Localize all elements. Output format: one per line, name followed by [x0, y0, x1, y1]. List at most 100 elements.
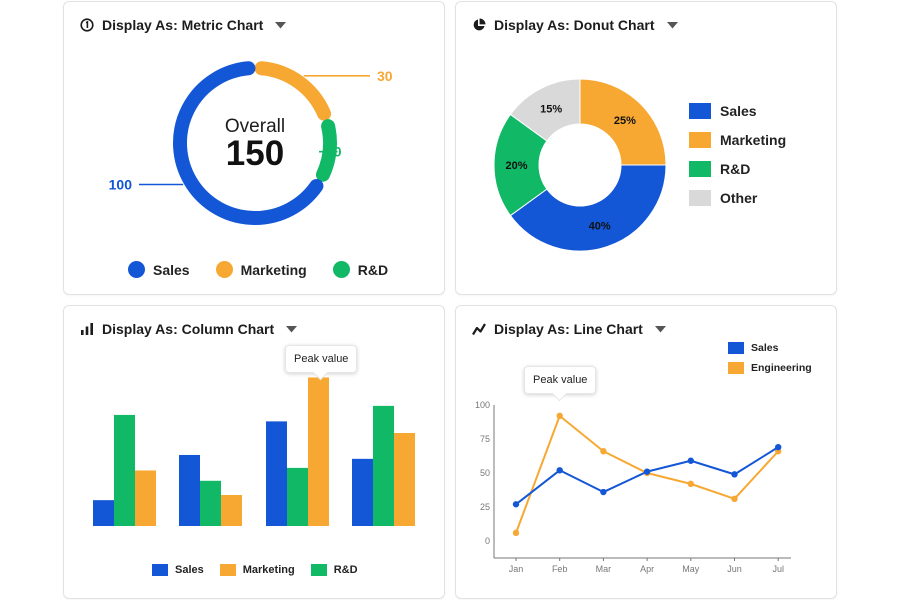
x-tick-label: Apr [640, 564, 654, 574]
x-tick-label: Jul [772, 564, 784, 574]
donut-chart-card: Display As: Donut Chart 25% 40% 20% 15% Sal… [455, 1, 837, 295]
line-point-sales [512, 501, 520, 508]
y-tick-label: 100 [475, 400, 490, 410]
chevron-down-icon [286, 325, 298, 332]
column-bar-sales-1 [93, 500, 114, 526]
column-bar-marketing-2 [221, 495, 242, 526]
legend-label-sales: Sales [751, 342, 779, 354]
x-tick-label: Jan [509, 564, 524, 574]
column-chart-card: Display As: Column Chart Peak value Sale… [63, 305, 445, 599]
sales-swatch [128, 261, 145, 278]
donut-chart-selector[interactable]: Display As: Donut Chart [472, 15, 678, 35]
chevron-down-icon [275, 21, 287, 28]
metric-center-label: Overall [225, 116, 285, 137]
line-point-sales [731, 471, 738, 478]
column-bar-marketing-3 [308, 377, 329, 526]
legend-item-rnd: R&D [310, 564, 358, 576]
column-bar-rnd-1 [114, 414, 135, 526]
line-point-engineering [600, 448, 607, 455]
x-tick-label: Jun [727, 564, 742, 574]
line-point-sales [643, 468, 651, 475]
line-point-sales [687, 457, 694, 464]
metric-arc-sales [173, 61, 324, 225]
donut-label-rnd: 20% [505, 160, 527, 172]
donut-label-sales: 40% [589, 220, 611, 232]
metric-icon [80, 18, 94, 32]
legend-item-marketing: Marketing [219, 564, 295, 576]
legend-label-other: Other [720, 190, 758, 206]
legend-item-rnd: R&D [332, 261, 389, 278]
marketing-swatch [689, 132, 711, 148]
legend-item-marketing: Marketing [215, 261, 307, 278]
donut-label-other: 15% [540, 103, 562, 115]
metric-arc-rnd [315, 119, 337, 182]
legend-item-sales: Sales [728, 342, 812, 354]
column-icon [81, 323, 93, 335]
metric-chart-title: Display As: Metric Chart [102, 17, 264, 33]
metric-arc-marketing [254, 61, 332, 121]
line-point-sales [556, 467, 563, 474]
y-tick-label: 50 [480, 468, 490, 478]
line-chart: 0 25 50 75 100 Jan Feb Mar Apr May Jun Jul [475, 400, 791, 574]
line-point-engineering [556, 412, 563, 420]
engineering-swatch [728, 362, 744, 374]
column-bar-rnd-4 [373, 405, 394, 526]
legend-item-sales: Sales [128, 261, 190, 278]
marketing-swatch [215, 261, 233, 278]
donut-icon [473, 18, 486, 31]
line-point-sales [600, 488, 607, 496]
column-bar-rnd-2 [200, 480, 221, 526]
legend-label-rnd: R&D [720, 161, 751, 177]
line-chart-card: Display As: Line Chart 0 25 50 75 100 Jan Feb M… [455, 305, 837, 599]
legend-label-marketing: Marketing [242, 564, 295, 576]
donut-slice-sales [509, 164, 667, 252]
column-bar-sales-2 [179, 454, 200, 526]
legend-label-sales: Sales [175, 564, 204, 576]
donut-slice-other [509, 78, 581, 142]
column-bar-marketing-4 [394, 433, 415, 526]
column-chart-selector[interactable]: Display As: Column Chart [80, 319, 298, 339]
donut-label-marketing: 25% [614, 115, 636, 127]
legend-label-rnd: R&D [333, 564, 358, 576]
x-tick-label: Feb [552, 564, 568, 574]
donut-chart-title: Display As: Donut Chart [494, 17, 655, 33]
other-swatch [689, 190, 711, 206]
legend-label-marketing: Marketing [240, 261, 307, 278]
sales-swatch [152, 564, 168, 576]
column-chart [93, 377, 415, 526]
column-bar-rnd-3 [287, 467, 308, 526]
donut-chart: 25% 40% 20% 15% [493, 78, 667, 252]
legend-label-engineering: Engineering [751, 362, 812, 374]
y-tick-label: 0 [485, 536, 490, 546]
column-bar-marketing-1 [135, 470, 156, 526]
legend-item-other: Other [689, 190, 786, 206]
peak-value-tooltip: Peak value [524, 366, 597, 394]
column-chart-title: Display As: Column Chart [102, 321, 275, 337]
rnd-swatch [310, 564, 327, 576]
rnd-swatch [332, 261, 350, 278]
line-chart-title: Display As: Line Chart [494, 321, 643, 337]
donut-slice-marketing [579, 78, 667, 166]
line-legend: Sales Engineering [728, 342, 812, 374]
metric-callout-value-marketing: 30 [377, 68, 393, 84]
legend-item-marketing: Marketing [689, 132, 786, 148]
legend-label-rnd: R&D [357, 261, 389, 278]
line-chart-selector[interactable]: Display As: Line Chart [472, 319, 666, 339]
legend-label-marketing: Marketing [720, 132, 787, 148]
legend-item-rnd: R&D [689, 161, 786, 177]
y-tick-label: 75 [480, 434, 490, 444]
column-bar-sales-4 [352, 458, 373, 526]
legend-item-sales: Sales [152, 564, 204, 576]
x-tick-label: May [682, 564, 700, 574]
metric-callout-value-rnd: 20 [326, 144, 342, 160]
sales-swatch [689, 103, 711, 119]
rnd-swatch [689, 161, 711, 177]
line-point-engineering [687, 480, 694, 488]
metric-chart-selector[interactable]: Display As: Metric Chart [80, 15, 287, 35]
x-tick-label: Mar [596, 564, 612, 574]
column-legend: Sales Marketing R&D [152, 564, 358, 576]
donut-legend: Sales Marketing R&D Other [689, 103, 786, 206]
chevron-down-icon [654, 325, 666, 332]
metric-legend: Sales Marketing R&D [128, 261, 388, 278]
